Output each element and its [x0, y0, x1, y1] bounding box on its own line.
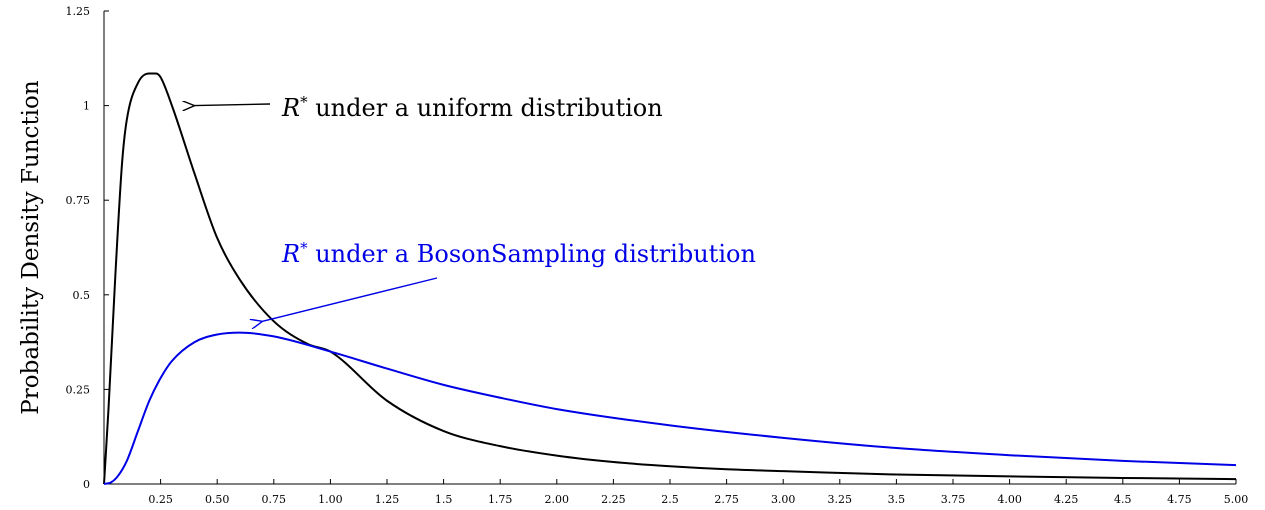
x-tick-label: 4.75 [1167, 493, 1192, 506]
x-tick-label: 2.25 [601, 493, 626, 506]
x-tick-label: 2.5 [661, 493, 679, 506]
series-layer [103, 72, 1237, 485]
x-tick-label: 5.00 [1224, 493, 1249, 506]
x-tick-label: 0.75 [262, 493, 287, 506]
y-tick-label: 0.75 [66, 194, 91, 207]
x-tick-label: 3.5 [888, 493, 906, 506]
uniform-arrow [195, 104, 271, 106]
x-tick-label: 1.00 [318, 493, 343, 506]
x-tick-label: 3.75 [941, 493, 966, 506]
y-tick-label: 0.25 [66, 383, 91, 396]
bosonsampling-arrow [262, 277, 438, 321]
uniform-annotation: R* under a uniform distribution [281, 93, 663, 122]
x-tick-label: 0.25 [148, 493, 173, 506]
y-axis-ticks: 0 0.25 0.5 0.75 1 1.25 [66, 5, 109, 491]
bosonsampling-distribution-curve [103, 331, 1237, 485]
x-tick-label: 3.25 [828, 493, 853, 506]
x-tick-label: 0.50 [205, 493, 230, 506]
x-tick-label: 2.75 [714, 493, 739, 506]
x-tick-label: 1.75 [488, 493, 513, 506]
x-tick-label: 1.25 [375, 493, 400, 506]
bosonsampling-annotation: R* under a BosonSampling distribution [281, 239, 756, 268]
x-axis-ticks: 0.25 0.50 0.75 1.00 1.25 1.5 1.75 2.00 2.25 2.5 2.… [148, 479, 1248, 506]
x-tick-label: 3.00 [771, 493, 796, 506]
y-tick-label: 0 [83, 478, 90, 491]
y-tick-label: 1 [83, 100, 90, 113]
x-tick-label: 1.5 [435, 493, 453, 506]
x-tick-label: 4.5 [1114, 493, 1132, 506]
y-axis-label: Probability Density Function [18, 80, 44, 415]
annotation-layer: R* under a uniform distribution R* under … [195, 93, 756, 321]
uniform-distribution-curve [103, 72, 1237, 485]
x-tick-label: 4.25 [1054, 493, 1079, 506]
y-tick-label: 1.25 [66, 5, 91, 18]
x-tick-label: 2.00 [545, 493, 570, 506]
y-tick-label: 0.5 [73, 289, 91, 302]
x-tick-label: 4.00 [997, 493, 1022, 506]
